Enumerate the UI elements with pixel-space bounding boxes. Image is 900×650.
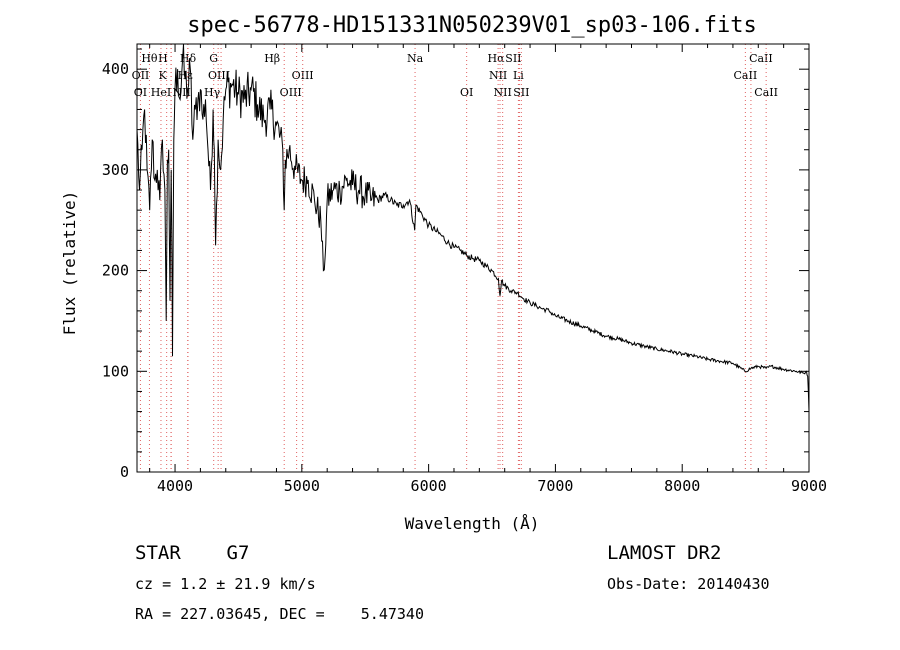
line-marker-label: NII — [489, 69, 507, 82]
line-marker-label: OI — [460, 86, 473, 99]
line-marker-label: Hθ — [141, 52, 158, 65]
line-marker-label: HeI — [151, 86, 171, 99]
spectrum-series — [136, 43, 810, 412]
line-marker-label: CaII — [734, 69, 758, 82]
line-marker-label: Na — [407, 52, 424, 65]
y-tick-label: 100 — [102, 362, 129, 380]
line-marker-label: Hβ — [264, 52, 280, 65]
x-tick-label: 5000 — [284, 477, 320, 495]
line-marker-label: Hγ — [204, 86, 221, 99]
plot-frame — [136, 43, 810, 473]
line-marker-label: G — [209, 52, 218, 65]
y-tick-label: 0 — [120, 463, 129, 481]
y-axis-label: Flux (relative) — [60, 191, 79, 336]
line-marker-label: SII — [505, 52, 521, 65]
x-tick-label: 9000 — [791, 477, 827, 495]
x-tick-label: 8000 — [664, 477, 700, 495]
redshift-velocity: cz = 1.2 ± 21.9 km/s — [135, 575, 316, 593]
line-marker-label: CaII — [754, 86, 778, 99]
y-tick-label: 300 — [102, 161, 129, 179]
chart-title: spec-56778-HD151331N050239V01_sp03-106.f… — [187, 13, 757, 38]
line-marker-label: SII — [513, 86, 529, 99]
line-marker-label: OIII — [280, 86, 302, 99]
axis-ticks: 4000 5000 6000 7000 8000 9000 0 100 200 300 400 — [102, 44, 827, 495]
line-marker-label: NII — [494, 86, 512, 99]
survey-name: LAMOST DR2 — [607, 542, 722, 564]
line-marker-label: K — [159, 69, 168, 82]
y-tick-label: 200 — [102, 262, 129, 280]
line-marker-label: CaII — [749, 52, 773, 65]
line-marker-label: Hα — [487, 52, 505, 65]
line-marker-label: Li — [513, 69, 524, 82]
spectrum-line — [136, 43, 810, 412]
line-marker-label: OIII — [292, 69, 314, 82]
x-tick-label: 4000 — [157, 477, 193, 495]
object-class: STAR G7 — [135, 542, 250, 564]
observation-date: Obs-Date: 20140430 — [607, 575, 770, 593]
line-marker-label: OIII — [208, 69, 230, 82]
line-marker-label: H — [158, 52, 168, 65]
x-tick-label: 6000 — [411, 477, 447, 495]
line-marker-layer: HθOIIOIHKHeIHδHεNIIGOIIIHγHβOIIIOIIINaOI… — [132, 44, 778, 472]
x-axis-label: Wavelength (Å) — [405, 514, 540, 533]
y-tick-label: 400 — [102, 60, 129, 78]
line-marker-label: OII — [132, 69, 150, 82]
x-tick-label: 7000 — [537, 477, 573, 495]
ra-dec-coordinates: RA = 227.03645, DEC = 5.47340 — [135, 605, 424, 623]
line-marker-label: OI — [134, 86, 147, 99]
